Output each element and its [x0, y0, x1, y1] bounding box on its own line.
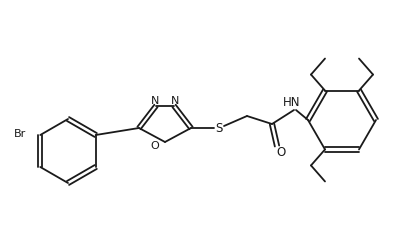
Text: HN: HN [283, 95, 301, 108]
Text: S: S [215, 122, 223, 135]
Text: O: O [276, 147, 286, 159]
Text: N: N [151, 96, 159, 106]
Text: O: O [150, 141, 159, 151]
Text: Br: Br [14, 129, 26, 139]
Text: N: N [171, 96, 179, 106]
